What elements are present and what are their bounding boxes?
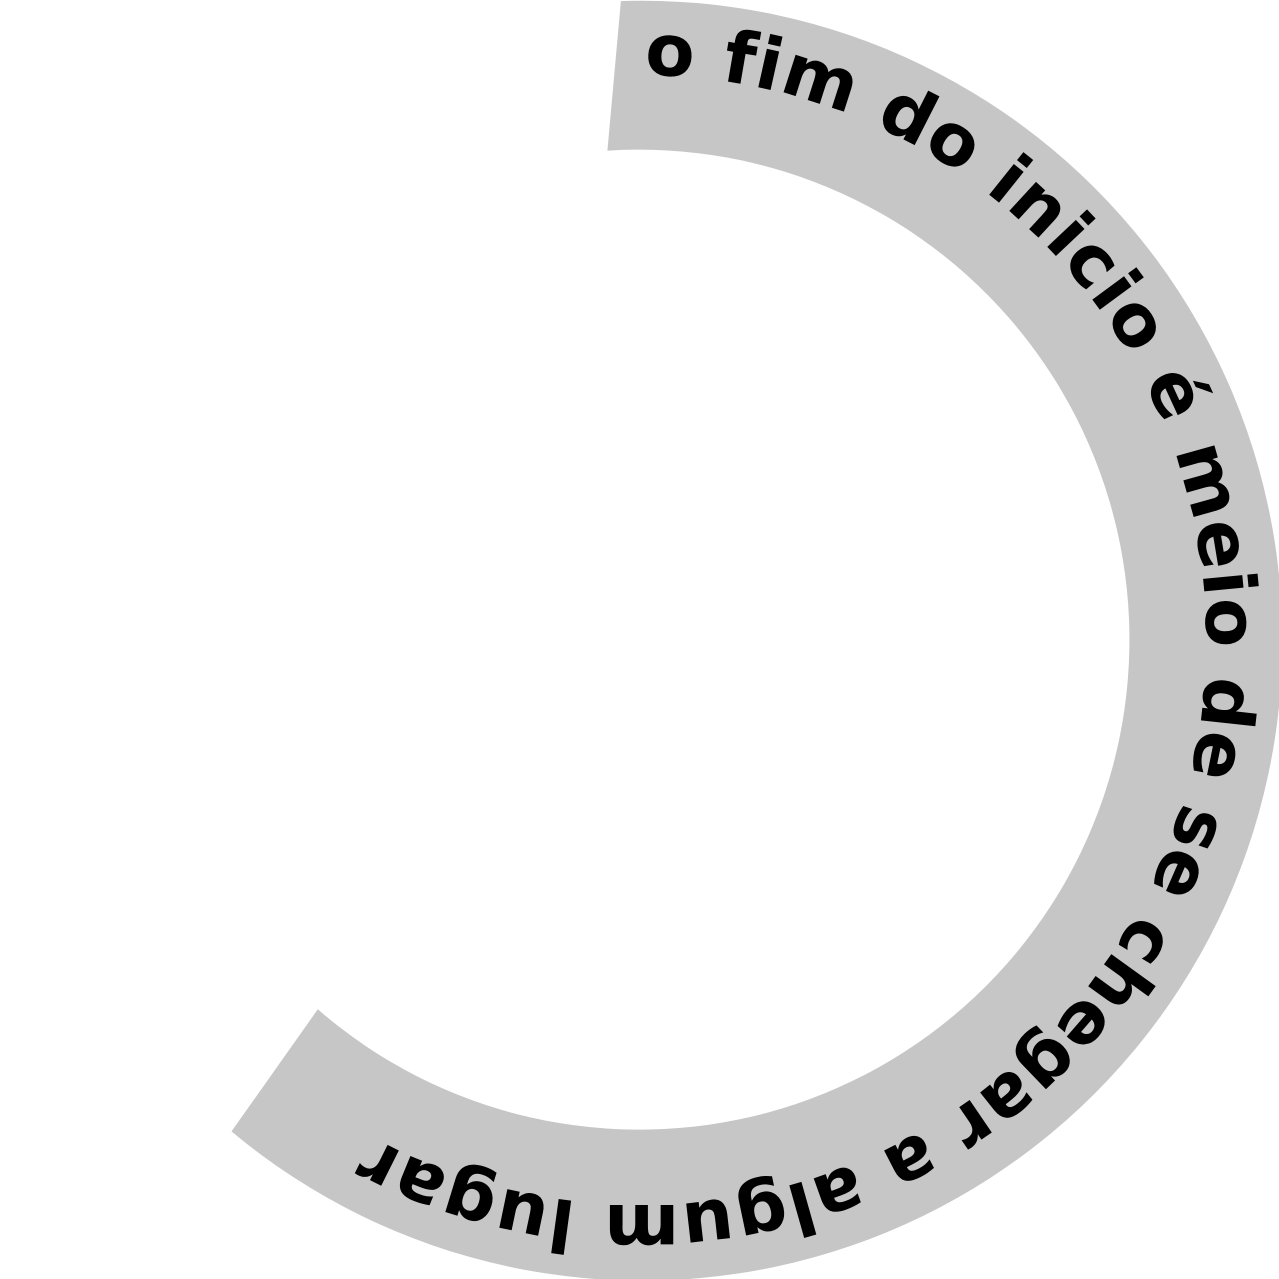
ring-band [231, 0, 1279, 1279]
